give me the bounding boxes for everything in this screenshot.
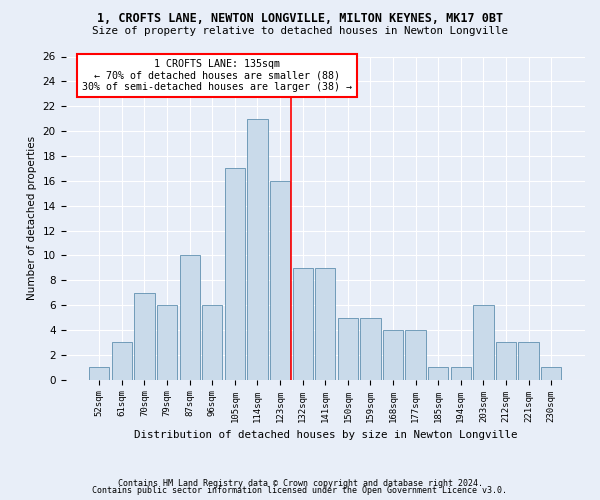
Bar [89,368,109,380]
Bar [112,342,132,380]
Bar [406,330,426,380]
Bar [473,305,494,380]
Bar [270,181,290,380]
Bar [496,342,516,380]
Bar [247,118,268,380]
Bar [202,305,223,380]
Text: 1, CROFTS LANE, NEWTON LONGVILLE, MILTON KEYNES, MK17 0BT: 1, CROFTS LANE, NEWTON LONGVILLE, MILTON… [97,12,503,26]
Text: Contains public sector information licensed under the Open Government Licence v3: Contains public sector information licen… [92,486,508,495]
Text: Contains HM Land Registry data © Crown copyright and database right 2024.: Contains HM Land Registry data © Crown c… [118,478,482,488]
Y-axis label: Number of detached properties: Number of detached properties [27,136,37,300]
Bar [338,318,358,380]
Bar [225,168,245,380]
Bar [451,368,471,380]
X-axis label: Distribution of detached houses by size in Newton Longville: Distribution of detached houses by size … [134,430,517,440]
Bar [383,330,403,380]
Bar [315,268,335,380]
Bar [541,368,562,380]
Bar [179,256,200,380]
Bar [360,318,380,380]
Text: 1 CROFTS LANE: 135sqm
← 70% of detached houses are smaller (88)
30% of semi-deta: 1 CROFTS LANE: 135sqm ← 70% of detached … [82,59,352,92]
Bar [428,368,448,380]
Bar [134,292,155,380]
Bar [157,305,177,380]
Text: Size of property relative to detached houses in Newton Longville: Size of property relative to detached ho… [92,26,508,36]
Bar [518,342,539,380]
Bar [293,268,313,380]
